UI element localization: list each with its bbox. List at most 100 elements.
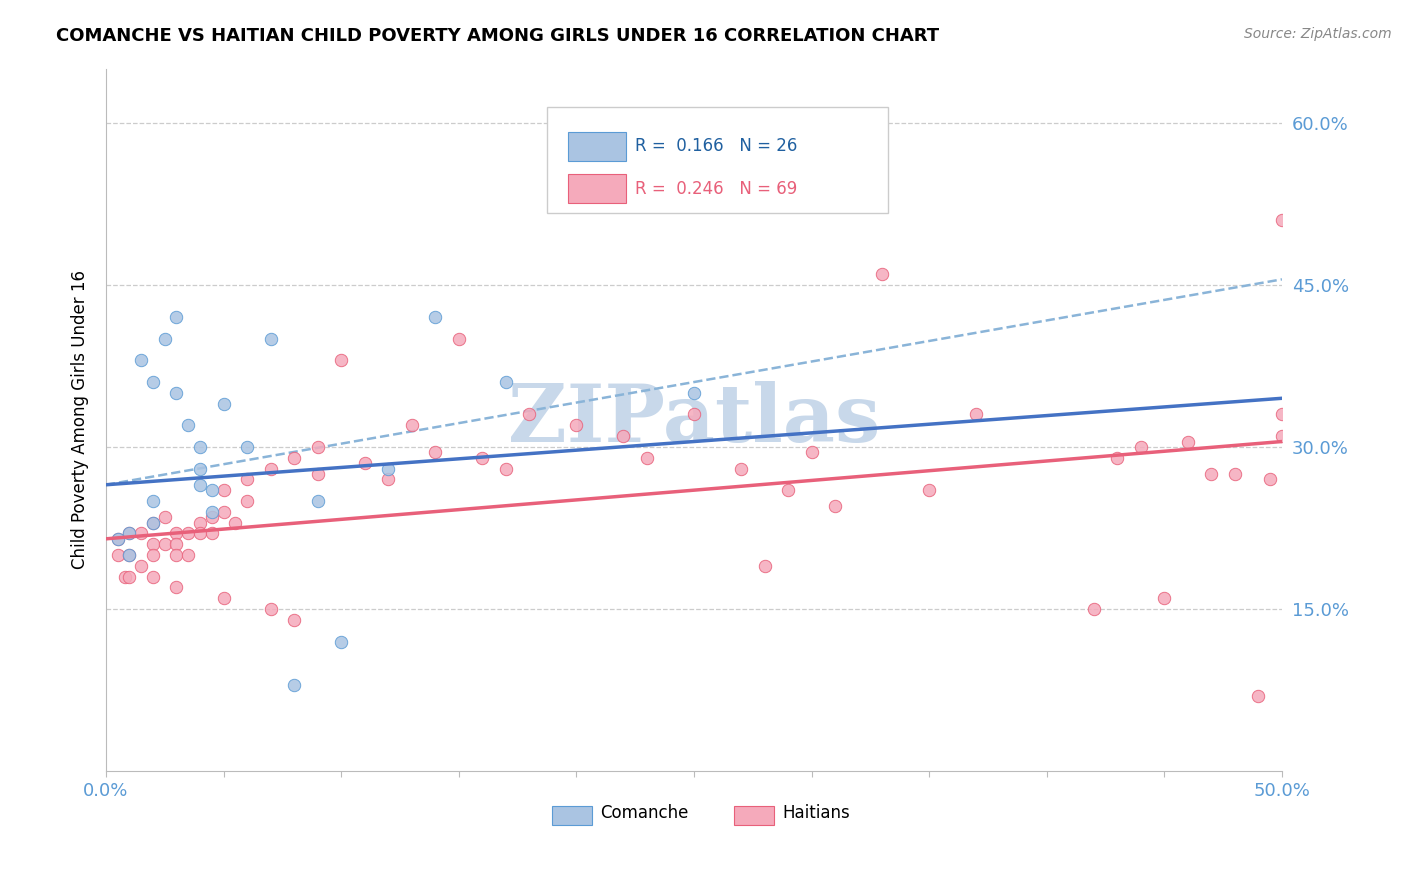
Text: Source: ZipAtlas.com: Source: ZipAtlas.com	[1244, 27, 1392, 41]
Point	[425, 310, 447, 325]
Point	[212, 505, 235, 519]
Point	[401, 418, 423, 433]
Point	[212, 397, 235, 411]
Point	[142, 548, 165, 562]
Point	[1223, 467, 1246, 481]
Point	[129, 558, 152, 573]
Y-axis label: Child Poverty Among Girls Under 16: Child Poverty Among Girls Under 16	[72, 270, 89, 569]
Point	[201, 526, 224, 541]
Point	[107, 548, 129, 562]
Point	[353, 456, 375, 470]
Point	[283, 613, 305, 627]
Point	[612, 429, 634, 443]
Point	[153, 332, 176, 346]
Point	[142, 516, 165, 530]
Point	[166, 581, 188, 595]
Text: R =  0.166   N = 26: R = 0.166 N = 26	[636, 137, 797, 155]
Text: COMANCHE VS HAITIAN CHILD POVERTY AMONG GIRLS UNDER 16 CORRELATION CHART: COMANCHE VS HAITIAN CHILD POVERTY AMONG …	[56, 27, 939, 45]
Point	[754, 558, 776, 573]
Point	[118, 526, 141, 541]
Point	[330, 353, 353, 368]
Text: Haitians: Haitians	[782, 805, 849, 822]
Point	[776, 483, 799, 498]
FancyBboxPatch shape	[547, 107, 889, 212]
Point	[1271, 429, 1294, 443]
Point	[118, 569, 141, 583]
Point	[1271, 213, 1294, 227]
Text: R =  0.246   N = 69: R = 0.246 N = 69	[636, 179, 797, 198]
FancyBboxPatch shape	[568, 174, 626, 203]
Point	[188, 440, 211, 454]
Point	[259, 332, 281, 346]
Point	[212, 483, 235, 498]
Point	[212, 591, 235, 606]
Point	[236, 494, 259, 508]
Point	[188, 526, 211, 541]
Point	[495, 375, 517, 389]
FancyBboxPatch shape	[734, 805, 773, 825]
Point	[259, 461, 281, 475]
Point	[1258, 472, 1281, 486]
Point	[224, 516, 246, 530]
FancyBboxPatch shape	[551, 805, 592, 825]
Point	[201, 483, 224, 498]
Point	[177, 548, 200, 562]
Point	[517, 408, 540, 422]
Point	[166, 526, 188, 541]
Point	[824, 500, 846, 514]
Point	[307, 467, 329, 481]
Point	[114, 569, 136, 583]
Point	[142, 537, 165, 551]
Point	[153, 510, 176, 524]
Point	[118, 548, 141, 562]
Point	[236, 440, 259, 454]
Point	[1107, 450, 1129, 465]
Point	[166, 537, 188, 551]
Point	[330, 634, 353, 648]
Point	[730, 461, 752, 475]
Point	[129, 353, 152, 368]
Point	[1129, 440, 1152, 454]
Point	[1201, 467, 1223, 481]
Point	[565, 418, 588, 433]
Point	[188, 461, 211, 475]
Point	[683, 385, 706, 400]
Point	[1271, 408, 1294, 422]
Point	[471, 450, 494, 465]
Point	[377, 472, 399, 486]
Point	[283, 678, 305, 692]
Point	[166, 310, 188, 325]
Point	[188, 516, 211, 530]
Point	[107, 532, 129, 546]
Point	[870, 267, 893, 281]
Point	[1177, 434, 1199, 449]
Point	[153, 537, 176, 551]
Point	[1247, 689, 1270, 703]
Point	[800, 445, 823, 459]
Text: Comanche: Comanche	[600, 805, 688, 822]
Point	[142, 375, 165, 389]
Point	[636, 450, 658, 465]
Point	[166, 548, 188, 562]
Point	[377, 461, 399, 475]
Point	[118, 548, 141, 562]
Point	[177, 526, 200, 541]
Point	[307, 494, 329, 508]
Point	[177, 418, 200, 433]
Point	[283, 450, 305, 465]
Point	[236, 472, 259, 486]
Point	[495, 461, 517, 475]
Point	[142, 516, 165, 530]
Point	[1083, 602, 1105, 616]
Point	[965, 408, 987, 422]
Point	[425, 445, 447, 459]
Point	[118, 526, 141, 541]
Point	[142, 494, 165, 508]
Point	[447, 332, 470, 346]
Point	[201, 505, 224, 519]
Point	[1153, 591, 1175, 606]
Point	[683, 408, 706, 422]
FancyBboxPatch shape	[568, 132, 626, 161]
Point	[188, 477, 211, 491]
Text: ZIPatlas: ZIPatlas	[508, 381, 880, 458]
